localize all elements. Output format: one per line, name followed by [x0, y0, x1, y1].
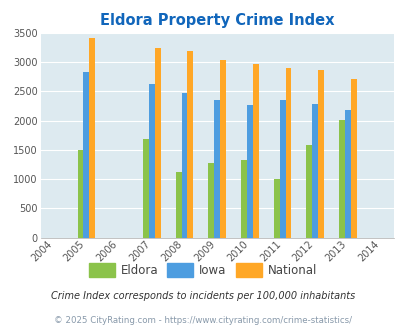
Bar [279, 100, 285, 238]
Bar [187, 50, 193, 238]
Bar [311, 104, 318, 238]
Bar [273, 179, 279, 238]
Bar [181, 93, 187, 238]
Bar [214, 100, 220, 238]
Bar [285, 68, 291, 238]
Bar [89, 38, 95, 238]
Bar [306, 145, 311, 238]
Bar [318, 70, 323, 238]
Bar [220, 60, 226, 238]
Bar [246, 106, 252, 238]
Legend: Eldora, Iowa, National: Eldora, Iowa, National [83, 258, 322, 281]
Bar [175, 172, 181, 238]
Bar [149, 84, 154, 238]
Bar [154, 48, 160, 238]
Bar [344, 110, 350, 238]
Bar [77, 150, 83, 238]
Bar [143, 139, 149, 238]
Text: Crime Index corresponds to incidents per 100,000 inhabitants: Crime Index corresponds to incidents per… [51, 291, 354, 301]
Bar [252, 64, 258, 238]
Bar [208, 163, 214, 238]
Bar [83, 72, 89, 238]
Bar [338, 120, 344, 238]
Bar [241, 160, 246, 238]
Title: Eldora Property Crime Index: Eldora Property Crime Index [100, 13, 334, 28]
Bar [350, 79, 356, 238]
Text: © 2025 CityRating.com - https://www.cityrating.com/crime-statistics/: © 2025 CityRating.com - https://www.city… [54, 316, 351, 325]
